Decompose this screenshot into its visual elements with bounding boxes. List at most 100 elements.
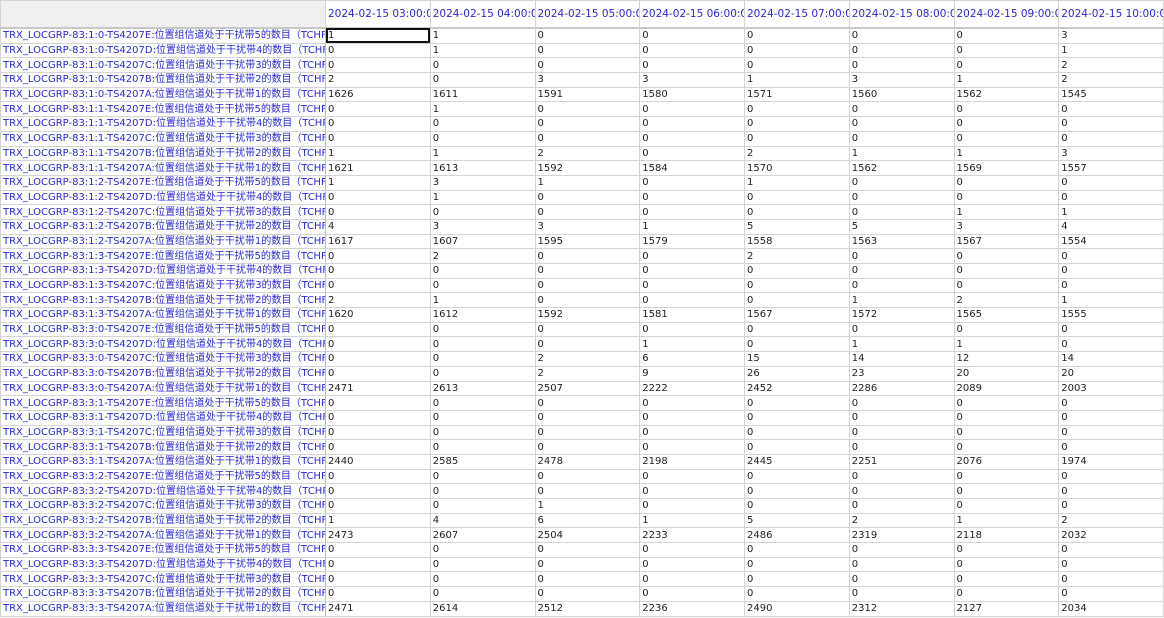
row-header[interactable]: TRX_LOCGRP-83:3:2-TS4207E:位置组信道处于干扰带5的数目…	[0, 468, 326, 485]
table-cell[interactable]: 1569	[953, 160, 1060, 176]
table-cell[interactable]: 1563	[848, 233, 955, 250]
table-cell[interactable]: 0	[534, 571, 641, 588]
table-cell[interactable]: 0	[534, 292, 641, 309]
table-cell[interactable]: 2	[953, 292, 1060, 309]
table-cell[interactable]: 0	[639, 395, 745, 411]
row-header[interactable]: TRX_LOCGRP-83:1:1-TS4207E:位置组信道处于干扰带5的数目…	[0, 101, 326, 118]
table-cell[interactable]: 1	[1058, 292, 1164, 309]
table-cell[interactable]: 1565	[953, 307, 1060, 323]
table-cell[interactable]: 2	[534, 365, 641, 382]
table-cell[interactable]: 0	[534, 439, 641, 455]
table-cell[interactable]: 0	[744, 277, 850, 294]
table-cell[interactable]: 2471	[325, 600, 431, 617]
table-cell[interactable]: 0	[325, 498, 431, 514]
table-cell[interactable]: 0	[744, 498, 850, 514]
table-cell[interactable]: 3	[953, 218, 1060, 235]
row-header[interactable]: TRX_LOCGRP-83:3:3-TS4207D:位置组信道处于干扰带4的数目…	[0, 556, 326, 573]
table-cell[interactable]: 2486	[744, 527, 850, 544]
table-cell[interactable]: 0	[429, 395, 536, 411]
row-header[interactable]: TRX_LOCGRP-83:1:1-TS4207D:位置组信道处于干扰带4的数目…	[0, 116, 326, 132]
table-cell[interactable]: 2614	[429, 600, 536, 617]
table-cell[interactable]: 2473	[325, 527, 431, 544]
table-cell[interactable]: 0	[639, 204, 745, 220]
table-cell[interactable]: 0	[639, 556, 745, 573]
row-header[interactable]: TRX_LOCGRP-83:1:1-TS4207C:位置组信道处于干扰带3的数目…	[0, 130, 326, 147]
row-header[interactable]: TRX_LOCGRP-83:1:3-TS4207B:位置组信道处于干扰带2的数目…	[0, 292, 326, 309]
table-cell[interactable]: 26	[744, 365, 850, 382]
column-header[interactable]: 2024-02-15 10:00:00	[1058, 0, 1164, 29]
table-cell[interactable]: 1557	[1058, 160, 1164, 176]
table-cell[interactable]: 0	[534, 263, 641, 279]
table-cell[interactable]: 1	[429, 145, 536, 162]
table-cell[interactable]: 1595	[534, 233, 641, 250]
table-cell[interactable]: 0	[429, 130, 536, 147]
table-cell[interactable]: 0	[639, 116, 745, 132]
table-cell[interactable]: 0	[848, 204, 955, 220]
row-header[interactable]: TRX_LOCGRP-83:3:2-TS4207C:位置组信道处于干扰带3的数目…	[0, 498, 326, 514]
table-cell[interactable]: 3	[534, 72, 641, 88]
corner-header[interactable]	[0, 0, 326, 29]
table-cell[interactable]: 0	[639, 263, 745, 279]
table-cell[interactable]: 0	[1058, 130, 1164, 147]
table-cell[interactable]: 0	[534, 409, 641, 426]
table-cell[interactable]: 2440	[325, 453, 431, 470]
table-cell[interactable]: 0	[953, 27, 1060, 44]
table-cell[interactable]: 1	[534, 174, 641, 191]
table-cell[interactable]: 3	[1058, 145, 1164, 162]
table-cell[interactable]: 0	[848, 395, 955, 411]
table-cell[interactable]: 0	[848, 424, 955, 441]
table-cell[interactable]: 1591	[534, 86, 641, 103]
table-cell[interactable]: 0	[744, 424, 850, 441]
table-cell[interactable]: 6	[534, 512, 641, 529]
table-cell[interactable]: 1558	[744, 233, 850, 250]
table-cell[interactable]: 0	[848, 174, 955, 191]
table-cell[interactable]: 1620	[325, 307, 431, 323]
row-header[interactable]: TRX_LOCGRP-83:3:1-TS4207C:位置组信道处于干扰带3的数目…	[0, 424, 326, 441]
table-cell[interactable]: 0	[534, 57, 641, 74]
table-cell[interactable]: 0	[639, 42, 745, 59]
table-cell[interactable]: 0	[639, 498, 745, 514]
table-cell[interactable]: 0	[534, 277, 641, 294]
row-header[interactable]: TRX_LOCGRP-83:1:0-TS4207B:位置组信道处于干扰带2的数目…	[0, 72, 326, 88]
row-header[interactable]: TRX_LOCGRP-83:3:0-TS4207D:位置组信道处于干扰带4的数目…	[0, 336, 326, 353]
table-cell[interactable]: 0	[639, 277, 745, 294]
table-cell[interactable]: 0	[1058, 571, 1164, 588]
table-cell[interactable]: 0	[534, 336, 641, 353]
table-cell[interactable]: 1560	[848, 86, 955, 103]
table-cell[interactable]: 0	[1058, 174, 1164, 191]
table-cell[interactable]: 0	[639, 174, 745, 191]
table-cell[interactable]: 0	[953, 439, 1060, 455]
table-cell[interactable]: 2	[325, 292, 431, 309]
column-header[interactable]: 2024-02-15 09:00:00	[953, 0, 1060, 29]
table-cell[interactable]: 3	[1058, 27, 1164, 44]
table-cell[interactable]: 0	[1058, 542, 1164, 558]
table-cell[interactable]: 0	[1058, 556, 1164, 573]
table-cell[interactable]: 20	[953, 365, 1060, 382]
table-cell[interactable]: 2032	[1058, 527, 1164, 544]
table-cell[interactable]: 0	[534, 424, 641, 441]
table-cell[interactable]: 0	[1058, 586, 1164, 602]
table-cell[interactable]: 0	[429, 263, 536, 279]
table-cell[interactable]: 2	[1058, 512, 1164, 529]
table-cell[interactable]: 0	[325, 439, 431, 455]
table-cell[interactable]: 1	[639, 512, 745, 529]
table-cell[interactable]: 1584	[639, 160, 745, 176]
table-cell[interactable]: 0	[744, 586, 850, 602]
row-header[interactable]: TRX_LOCGRP-83:3:0-TS4207E:位置组信道处于干扰带5的数目…	[0, 321, 326, 338]
table-cell[interactable]: 0	[639, 586, 745, 602]
table-cell[interactable]: 0	[325, 204, 431, 220]
table-cell[interactable]: 2236	[639, 600, 745, 617]
row-header[interactable]: TRX_LOCGRP-83:3:2-TS4207A:位置组信道处于干扰带1的数目…	[0, 527, 326, 544]
table-cell[interactable]: 14	[848, 351, 955, 367]
table-cell[interactable]: 0	[1058, 189, 1164, 206]
row-header[interactable]: TRX_LOCGRP-83:1:3-TS4207A:位置组信道处于干扰带1的数目…	[0, 307, 326, 323]
table-cell[interactable]: 14	[1058, 351, 1164, 367]
table-cell[interactable]: 2127	[953, 600, 1060, 617]
table-cell[interactable]: 2	[744, 248, 850, 264]
table-cell[interactable]: 0	[953, 483, 1060, 499]
table-cell[interactable]: 1571	[744, 86, 850, 103]
table-cell[interactable]: 0	[848, 409, 955, 426]
table-cell[interactable]: 0	[744, 395, 850, 411]
table-cell[interactable]: 0	[325, 57, 431, 74]
table-cell[interactable]: 0	[848, 439, 955, 455]
